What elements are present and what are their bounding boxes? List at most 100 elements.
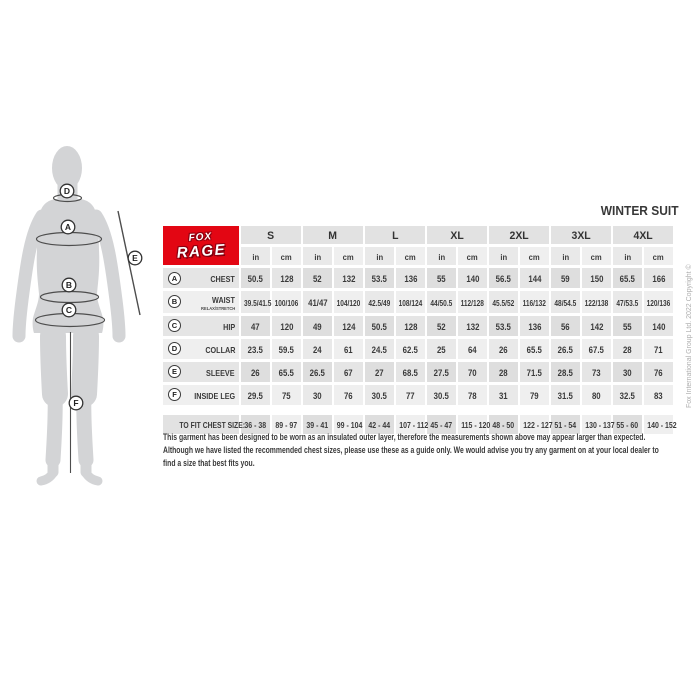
cell-value: 28 [499,367,508,379]
table-cell: 32.5 [613,384,643,405]
unit-header-3xl-cm: cm [582,247,612,265]
cell-value: 55 - 60 [616,420,639,431]
cell-value: 64 [468,344,477,356]
cell-value: cm [590,252,603,262]
cell-value: 67 [344,367,353,379]
cell-value: cm [404,252,417,262]
cell-value: 83 [654,390,663,402]
table-cell: 124 [334,315,364,336]
cell-value: 30 [313,390,322,402]
cell-value: in [562,252,569,262]
table-cell: 77 [396,384,426,405]
table-cell: 29.5 [241,384,270,405]
cell-value: 28 [623,344,632,356]
table-cell: 42.5/49 [365,291,395,313]
size-header-2xl: 2XL [489,226,550,244]
cell-value: 26.5 [309,367,326,379]
row-label-text-wrap: WAIST RELAX/STRETCH [195,291,235,313]
unit-header-xl-cm: cm [458,247,488,265]
size-table: FOX RAGE S M L XL 2XL 3XL 4XL in cm in cm in cm in cm in c… [161,223,677,437]
cell-value: 31.5 [557,390,574,402]
table-cell: 30 [613,361,643,382]
cell-value: 68.5 [402,367,419,379]
table-cell: 128 [396,315,426,336]
unit-header-4xl-cm: cm [644,247,674,265]
table-cell: 59.5 [272,338,301,359]
cell-value: 136 [528,321,542,333]
unit-header-l-cm: cm [396,247,426,265]
table-cell: 47 [241,315,270,336]
unit-header-3xl-in: in [551,247,581,265]
cell-value: cm [528,252,541,262]
cell-value: 55 [437,274,446,285]
table-cell: 52 [427,315,457,336]
table-cell: 27.5 [427,361,457,382]
table-cell: 30.5 [365,384,395,405]
cell-value: 112/128 [460,298,485,308]
to-fit-chest-size-value: 51 - 54 [551,414,581,434]
cell-value: 30.5 [433,390,450,402]
table-cell: 132 [334,268,364,288]
cell-value: XL [450,230,464,242]
cell-value: 44/50.5 [430,298,453,308]
to-fit-chest-size-value: 55 - 60 [613,414,643,434]
cell-value: 140 [652,321,666,333]
cell-value: 136 [404,274,418,285]
unit-header-s-in: in [241,247,270,265]
cell-value: 42 - 44 [368,420,391,431]
disclaimer-line-1: This garment has been designed to be wor… [163,432,646,442]
table-cell: 108/124 [396,291,426,313]
cell-value: 23.5 [247,344,264,356]
cell-value: 132 [342,274,356,285]
cell-value: 25 [437,344,446,356]
table-cell: 68.5 [396,361,426,382]
table-cell: 31.5 [551,384,581,405]
table-cell: 50.5 [241,268,270,288]
cell-value: 26 [251,367,260,379]
cell-value: 2XL [509,230,529,242]
cell-value: 166 [652,274,666,285]
table-cell: 26.5 [551,338,581,359]
silhouette-calf-right [76,382,94,468]
row-label-text-wrap: INSIDE LEG [187,387,235,403]
table-cell: 47/53.5 [613,291,643,313]
cell-value: 71 [654,344,663,356]
row-sublabel-text: RELAX/STRETCH [200,307,235,312]
marker-c-circle [61,302,77,318]
cell-value: HIP [222,321,235,332]
cell-value: 51 - 54 [554,420,577,431]
cell-value: 108/124 [398,298,423,308]
measure-sleeve-line [117,210,141,316]
table-cell: 71.5 [520,361,550,382]
table-cell: 65.5 [520,338,550,359]
cell-value: 79 [530,390,539,402]
cell-value: 142 [590,321,604,333]
cell-value: cm [652,252,665,262]
row-label-text-wrap: COLLAR [200,341,235,357]
disclaimer-line-3: find a size that best fits you. [163,458,255,468]
cell-value: 128 [279,274,293,285]
unit-header-m-cm: cm [334,247,364,265]
marker-a-circle [60,219,76,235]
table-cell: 150 [582,268,612,288]
cell-value: 29.5 [247,390,264,402]
cell-value: 107 - 112 [399,420,429,431]
table-cell: 30 [303,384,332,405]
cell-value: 42.5/49 [368,298,391,308]
table-gap-row [163,408,673,412]
table-cell: 52 [303,268,332,288]
cell-value: 53.5 [371,274,388,285]
table-cell: 76 [334,384,364,405]
silhouette-arm-left [12,209,49,343]
cell-value: 104/120 [336,298,361,308]
table-cell: 44/50.5 [427,291,457,313]
row-label-text-wrap: HIP [221,318,235,334]
cell-value: 76 [344,390,353,402]
table-cell: 31 [489,384,519,405]
table-cell: 55 [613,315,643,336]
row-label-content: C HIP [163,318,239,334]
cell-value: 71.5 [526,367,543,379]
unit-header-s-cm: cm [272,247,301,265]
silhouette-torso [32,199,104,333]
cell-value: 50.5 [247,274,264,285]
